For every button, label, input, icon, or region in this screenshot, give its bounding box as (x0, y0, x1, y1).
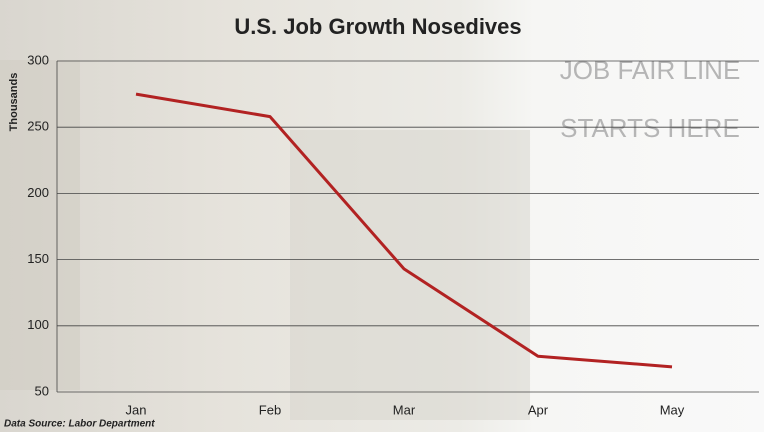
source-note: Data Source: Labor Department (4, 419, 155, 430)
x-tick-label: Mar (393, 402, 416, 417)
background-photo (290, 130, 530, 420)
background-sign: JOB FAIR LINE (560, 55, 741, 85)
y-tick-label: 250 (27, 119, 49, 134)
y-axis-label: Thousands (8, 73, 20, 132)
x-tick-label: Jan (126, 402, 147, 417)
y-tick-label: 200 (27, 185, 49, 200)
x-tick-label: Feb (259, 402, 281, 417)
y-tick-label: 150 (27, 251, 49, 266)
data-line (135, 92, 673, 369)
chart-title: U.S. Job Growth Nosedives (234, 14, 521, 39)
background-photo (0, 60, 80, 390)
y-tick-label: 100 (27, 317, 49, 332)
x-tick-label: Apr (528, 402, 549, 417)
y-tick-label: 300 (27, 52, 49, 67)
x-tick-label: May (660, 402, 685, 417)
y-tick-label: 50 (35, 383, 49, 398)
background-sign: STARTS HERE (560, 113, 740, 143)
